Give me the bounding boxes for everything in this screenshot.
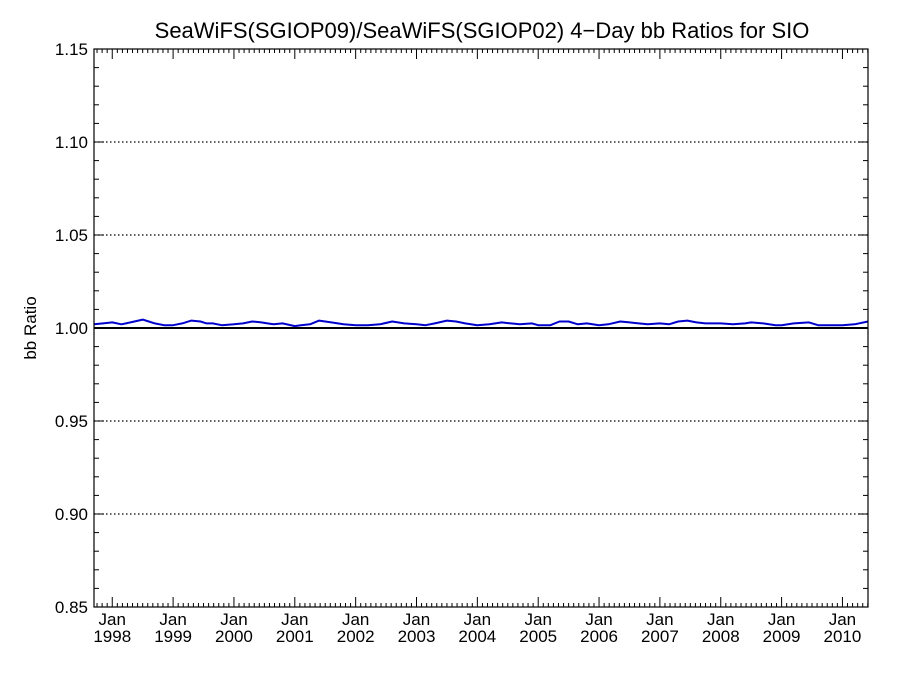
plot-area: 0.850.900.951.001.051.101.15Jan1998Jan19… (55, 40, 869, 646)
x-tick-month-label: Jan (159, 610, 186, 629)
series-line (93, 318, 869, 328)
x-tick-month-label: Jan (220, 610, 247, 629)
x-tick-month-label: Jan (342, 610, 369, 629)
y-tick-label: 0.85 (55, 598, 88, 617)
y-axis-label: bb Ratio (21, 296, 40, 359)
x-tick-year-label: 2008 (702, 627, 740, 646)
plot-frame (93, 48, 869, 608)
x-tick-month-label: Jan (524, 610, 551, 629)
y-tick-label: 1.00 (55, 319, 88, 338)
x-tick-month-label: Jan (707, 610, 734, 629)
x-tick-year-label: 2006 (580, 627, 618, 646)
x-tick-year-label: 2005 (519, 627, 557, 646)
y-tick-label: 0.95 (55, 412, 88, 431)
x-tick-month-label: Jan (281, 610, 308, 629)
x-tick-year-label: 2007 (641, 627, 679, 646)
y-tick-label: 1.15 (55, 40, 88, 59)
x-tick-month-label: Jan (403, 610, 430, 629)
x-tick-year-label: 2010 (824, 627, 862, 646)
y-tick-label: 1.10 (55, 133, 88, 152)
x-tick-year-label: 1999 (154, 627, 192, 646)
x-tick-year-label: 2004 (458, 627, 496, 646)
x-tick-month-label: Jan (646, 610, 673, 629)
x-tick-year-label: 2001 (276, 627, 314, 646)
chart-title: SeaWiFS(SGIOP09)/SeaWiFS(SGIOP02) 4−Day … (155, 18, 810, 43)
y-tick-label: 1.05 (55, 226, 88, 245)
x-tick-month-label: Jan (829, 610, 856, 629)
x-tick-month-label: Jan (99, 610, 126, 629)
x-tick-year-label: 1998 (93, 627, 131, 646)
x-tick-year-label: 2000 (215, 627, 253, 646)
y-tick-label: 0.90 (55, 505, 88, 524)
x-tick-month-label: Jan (585, 610, 612, 629)
x-tick-year-label: 2009 (763, 627, 801, 646)
x-tick-month-label: Jan (464, 610, 491, 629)
x-tick-month-label: Jan (768, 610, 795, 629)
x-tick-year-label: 2002 (337, 627, 375, 646)
x-tick-year-label: 2003 (398, 627, 436, 646)
